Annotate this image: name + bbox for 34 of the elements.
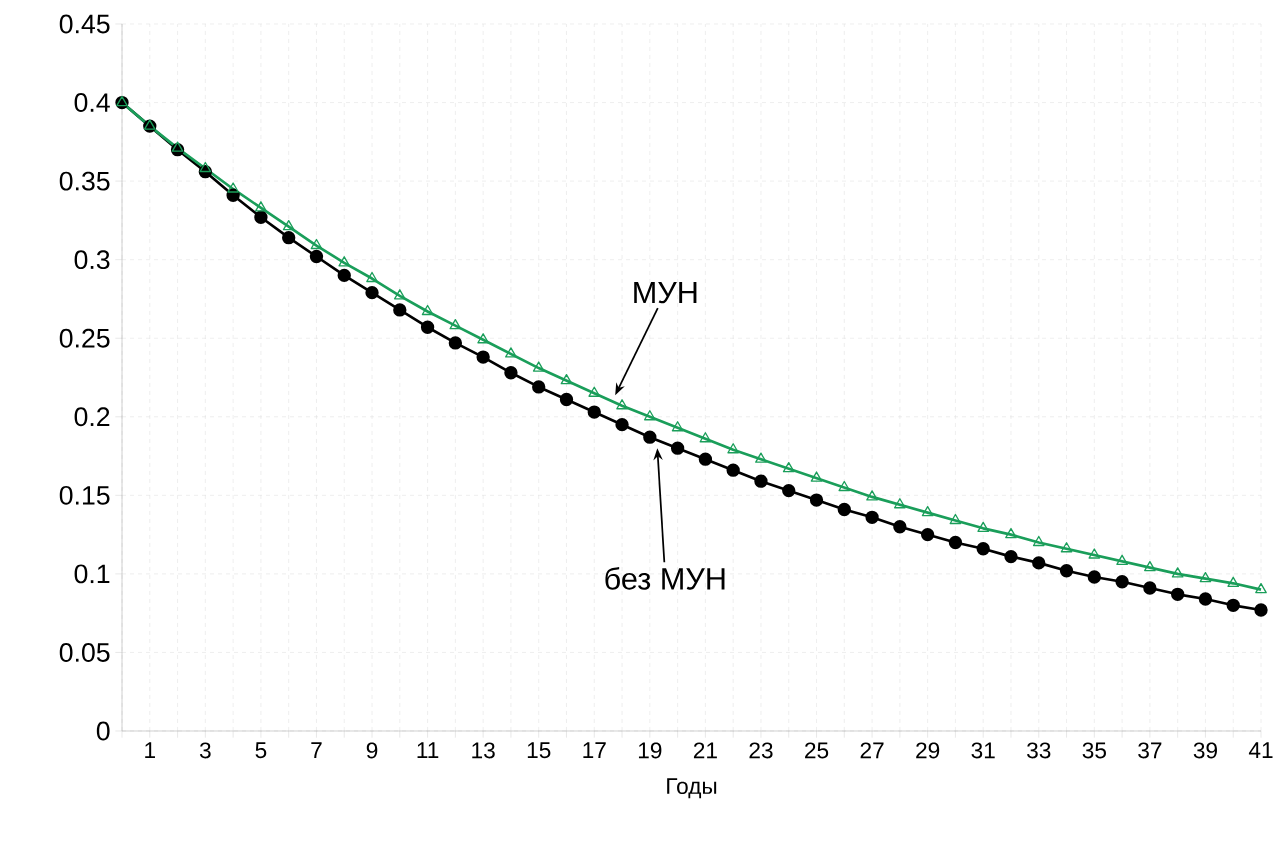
- x-tick-label: 37: [1138, 742, 1162, 759]
- x-tick-label: 33: [1027, 742, 1051, 759]
- y-tick-label: 0.05: [59, 643, 110, 662]
- x-tick-label: 23: [749, 742, 773, 759]
- x-tick-label: 3: [199, 742, 211, 759]
- x-tick-label: 11: [417, 742, 439, 758]
- annotation: МУН: [634, 281, 697, 304]
- x-tick-label: 25: [805, 742, 829, 759]
- x-tick-label: 27: [860, 742, 884, 759]
- x-tick-label: 5: [255, 742, 267, 759]
- x-tick-label: 41: [1248, 742, 1273, 758]
- x-tick-label: 35: [1082, 742, 1106, 759]
- y-tick-label: 0.3: [74, 250, 110, 270]
- y-tick-label: 0.45: [59, 14, 110, 34]
- x-tick-label: 1: [145, 742, 155, 758]
- x-tick-label: 39: [1193, 742, 1217, 759]
- y-tick-label: 0.2: [74, 407, 110, 427]
- x-tick-label: 9: [366, 742, 378, 759]
- x-tick-label: 13: [472, 742, 495, 759]
- annotation: без МУН: [605, 566, 725, 590]
- y-tick-label: 0.15: [59, 485, 110, 505]
- y-tick-label: 0.4: [74, 93, 110, 112]
- x-tick-label: 17: [583, 742, 606, 758]
- x-tick-label: 15: [527, 742, 551, 759]
- x-axis-title: Годы: [667, 778, 717, 799]
- x-tick-label: 29: [916, 742, 940, 759]
- y-tick-label: 0.1: [74, 564, 110, 584]
- x-tick-label: 31: [971, 742, 995, 759]
- y-tick-label: 0.25: [59, 328, 110, 348]
- x-tick-label: 19: [638, 742, 662, 759]
- x-tick-label: 7: [311, 742, 322, 758]
- y-tick-label: 0: [96, 721, 110, 741]
- y-tick-label: 0.35: [59, 171, 110, 191]
- x-tick-label: 21: [693, 742, 717, 759]
